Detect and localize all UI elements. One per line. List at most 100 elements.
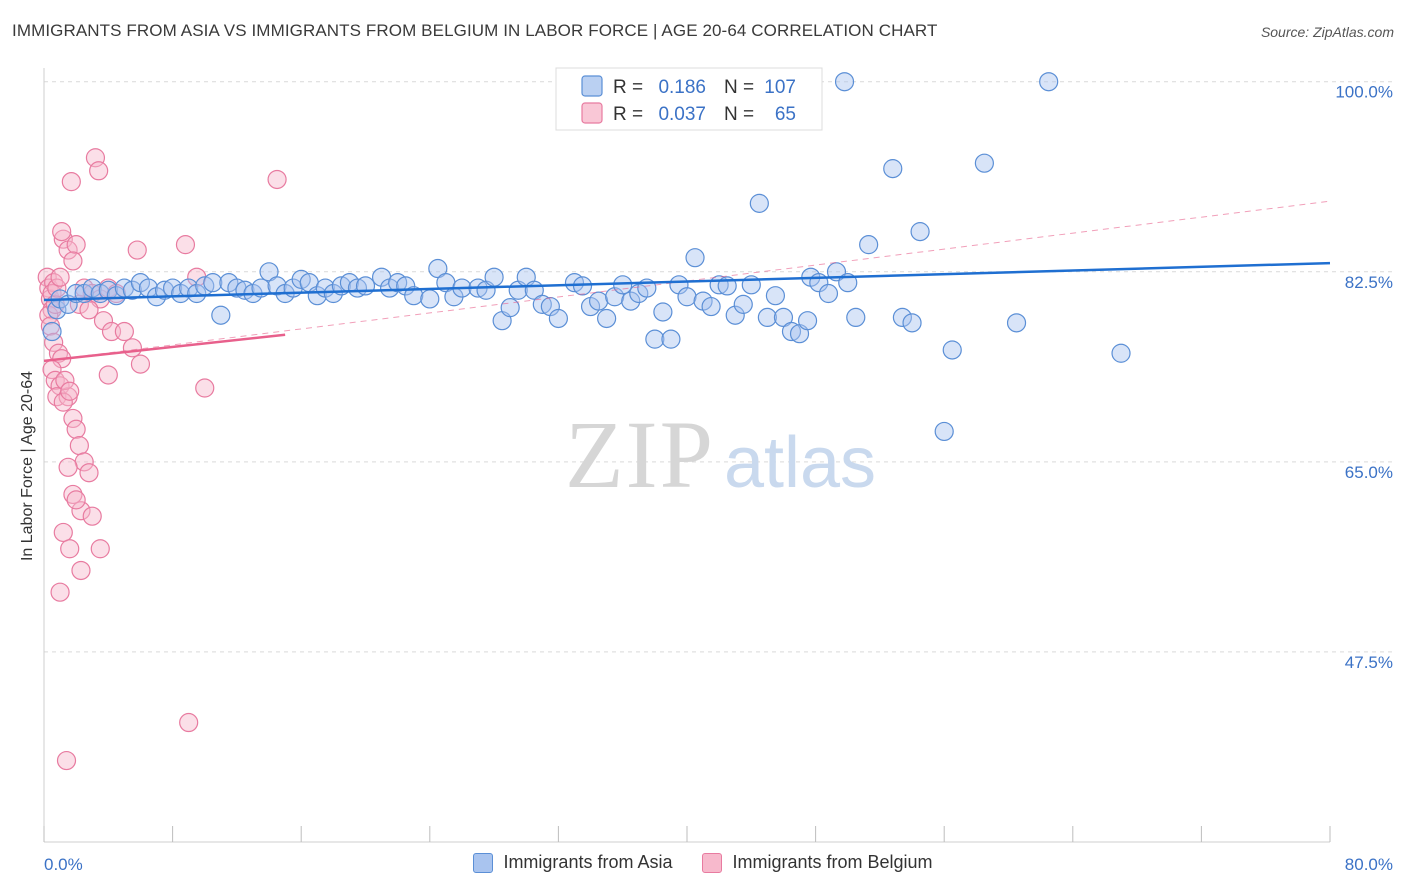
data-point-asia <box>187 283 207 304</box>
data-point-belgium <box>82 506 102 526</box>
data-point-asia <box>797 311 818 331</box>
data-point-belgium <box>66 490 86 510</box>
data-point-asia <box>404 286 424 306</box>
data-point-belgium <box>90 539 110 559</box>
data-point-asia <box>846 307 866 328</box>
source-label: Source: ZipAtlas.com <box>1260 24 1394 40</box>
data-point-asia <box>154 280 175 300</box>
data-point-asia <box>323 283 343 304</box>
data-point-belgium <box>66 419 86 439</box>
data-point-asia <box>420 289 440 309</box>
data-point-asia <box>818 283 839 304</box>
data-point-asia <box>548 308 569 329</box>
data-point-belgium <box>60 381 80 401</box>
trend-lines <box>43 200 1331 363</box>
data-point-asia <box>733 294 753 314</box>
data-point-belgium <box>58 457 78 477</box>
data-point-belgium <box>47 278 67 298</box>
data-point-belgium <box>195 378 215 398</box>
data-point-asia <box>661 329 681 349</box>
data-point-asia <box>910 222 930 242</box>
data-point-asia <box>645 329 665 349</box>
stats-n-value: 65 <box>775 104 796 125</box>
data-point-asia <box>934 421 954 442</box>
watermark-atlas: atlas <box>724 423 876 503</box>
data-point-belgium <box>50 582 70 602</box>
stats-legend-swatch <box>581 75 603 97</box>
data-point-belgium <box>71 560 91 581</box>
data-point-belgium <box>53 522 73 543</box>
data-point-belgium <box>61 172 81 192</box>
stats-r-label: R = <box>613 77 643 98</box>
data-point-belgium <box>130 354 151 374</box>
data-point-asia <box>122 280 143 300</box>
trend-line-belgium <box>43 333 286 363</box>
stats-r-value: 0.186 <box>658 77 706 98</box>
data-point-belgium <box>179 712 199 733</box>
data-point-belgium <box>53 392 73 412</box>
watermark-zip: ZIP <box>565 401 715 508</box>
data-point-asia <box>484 267 504 287</box>
legend-item-belgium[interactable]: Immigrants from Belgium <box>702 852 933 873</box>
data-point-belgium <box>69 435 89 456</box>
y-tick-label: 65.0% <box>1345 463 1393 482</box>
data-point-asia <box>621 291 641 311</box>
data-point-asia <box>902 313 922 333</box>
data-point-asia <box>725 305 745 325</box>
data-point-asia <box>211 305 231 325</box>
data-point-asia <box>203 273 223 293</box>
data-point-belgium <box>127 240 147 260</box>
data-point-belgium <box>98 365 118 385</box>
data-point-belgium <box>79 463 99 483</box>
y-tick-label: 100.0% <box>1335 83 1393 102</box>
data-point-belgium <box>122 338 143 358</box>
data-point-asia <box>653 302 673 322</box>
data-point-asia <box>883 159 903 179</box>
data-point-asia <box>1006 313 1027 333</box>
stats-r-value: 0.037 <box>658 104 706 125</box>
data-point-belgium <box>56 750 77 771</box>
data-point-asia <box>974 153 994 173</box>
series-belgium-points <box>37 148 287 771</box>
legend-swatch-asia <box>473 852 494 873</box>
series-legend: Immigrants from Asia Immigrants from Bel… <box>0 852 1406 873</box>
data-point-belgium <box>175 235 196 255</box>
stats-legend-swatch <box>581 102 603 124</box>
data-point-asia <box>597 308 617 329</box>
data-point-belgium <box>71 501 91 521</box>
data-point-asia <box>701 296 721 317</box>
stats-legend: R = 0.186 N = 107 R = 0.037 N = 65 <box>555 67 823 131</box>
data-point-belgium <box>89 161 109 181</box>
trend-line-belgium-extended <box>43 200 1331 362</box>
data-point-belgium <box>63 484 83 505</box>
data-point-asia <box>942 340 962 360</box>
data-point-belgium <box>93 311 114 331</box>
data-point-belgium <box>52 222 72 242</box>
stats-r-label: R = <box>613 104 643 125</box>
stats-n-value: 107 <box>764 77 796 98</box>
data-point-asia <box>834 72 855 92</box>
data-point-belgium <box>60 539 80 559</box>
data-point-asia <box>859 235 879 255</box>
data-point-belgium <box>267 169 287 190</box>
stats-n-label: N = <box>724 104 754 125</box>
trend-line-asia <box>43 261 1331 302</box>
data-point-asia <box>588 291 609 311</box>
data-point-asia <box>500 298 520 318</box>
data-point-asia <box>892 307 913 328</box>
series-asia-points <box>42 72 1131 442</box>
data-point-asia <box>781 321 802 342</box>
legend-item-asia[interactable]: Immigrants from Asia <box>473 852 672 873</box>
x-tick-label: 80.0% <box>1345 855 1393 874</box>
data-point-belgium <box>66 235 86 255</box>
data-point-belgium <box>50 267 70 287</box>
data-point-asia <box>749 193 769 213</box>
data-point-asia <box>685 248 705 268</box>
stats-n-label: N = <box>724 77 754 98</box>
data-point-asia <box>347 278 368 298</box>
data-point-asia <box>1039 72 1059 92</box>
data-point-asia <box>765 286 786 306</box>
data-point-asia <box>42 321 62 342</box>
data-point-belgium <box>63 251 83 271</box>
